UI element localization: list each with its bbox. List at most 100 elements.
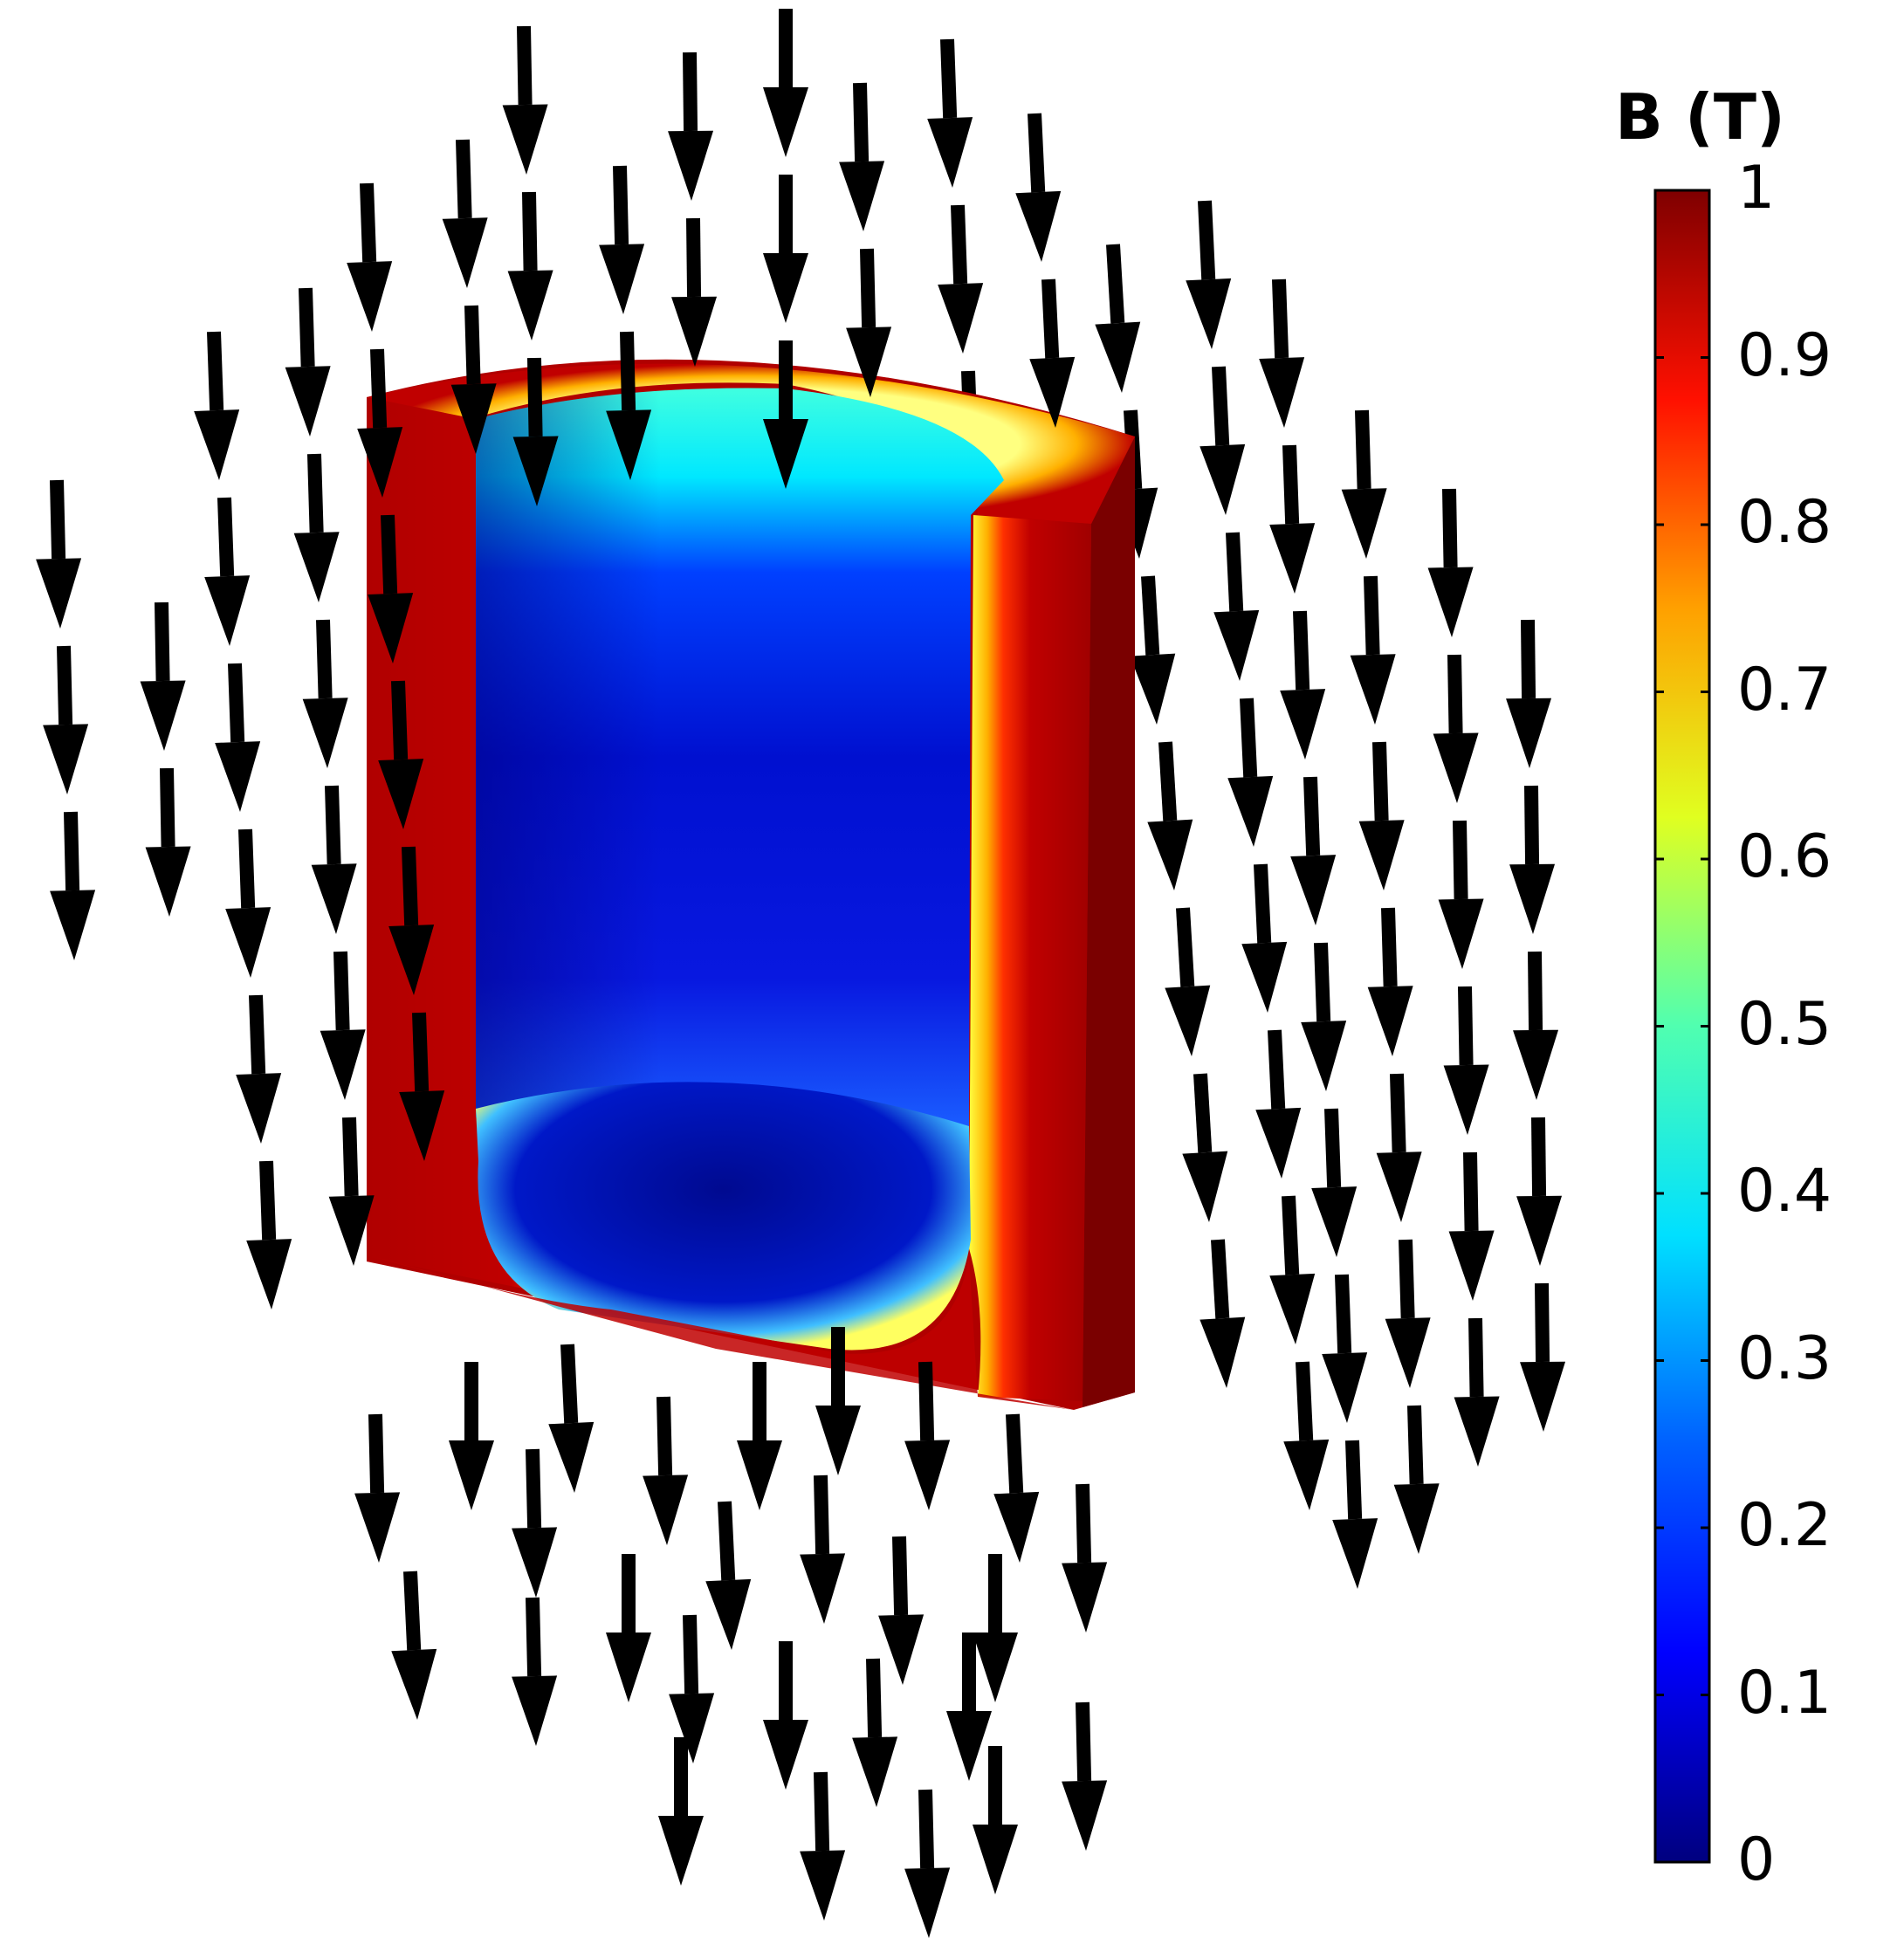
field-arrow: [347, 182, 393, 332]
field-arrow: [1186, 200, 1232, 349]
field-arrow: [328, 1117, 375, 1266]
field-arrow: [215, 663, 261, 812]
field-arrow: [1438, 820, 1484, 969]
field-arrow: [145, 767, 191, 917]
field-arrow: [1509, 785, 1556, 934]
field-arrow: [1443, 986, 1489, 1135]
field-arrow: [1269, 1195, 1316, 1344]
field-arrow: [293, 453, 340, 602]
field-arrow: [1095, 244, 1141, 393]
field-arrow: [1454, 1317, 1500, 1467]
field-arrow: [1199, 366, 1246, 515]
field-arrow: [904, 1789, 951, 1938]
field-arrow: [606, 1554, 651, 1702]
field-arrow: [1255, 1029, 1302, 1179]
field-arrow: [320, 951, 366, 1100]
colorbar-tick-label: 0.2: [1737, 1491, 1832, 1560]
field-arrow: [378, 680, 424, 829]
field-arrow: [1269, 444, 1316, 594]
colorbar-ticks: [1655, 189, 1709, 1864]
field-arrow: [50, 811, 96, 960]
colorbar: [1653, 189, 1711, 1864]
field-arrow: [927, 38, 973, 188]
colorbar-tick-label: 0.5: [1737, 989, 1832, 1059]
colorbar-tick-label: 0.6: [1737, 822, 1832, 891]
field-arrow: [705, 1501, 752, 1650]
field-arrow: [1506, 619, 1552, 768]
field-arrow: [973, 1554, 1018, 1702]
field-arrow: [1199, 1239, 1246, 1388]
field-arrow: [1241, 863, 1288, 1013]
field-arrow: [1520, 1282, 1566, 1432]
field-arrow: [1341, 409, 1387, 559]
colorbar-gradient: [1653, 189, 1711, 1864]
field-arrow: [512, 1597, 558, 1746]
field-arrow: [512, 357, 559, 506]
field-arrow: [236, 994, 282, 1144]
field-arrow: [763, 1641, 808, 1790]
field-arrow: [1283, 1361, 1330, 1510]
colorbar-tick-label: 0.7: [1737, 655, 1832, 725]
field-arrow: [140, 601, 186, 751]
field-arrow: [1290, 776, 1337, 925]
field-arrow: [502, 25, 548, 175]
field-arrow: [1433, 654, 1479, 803]
colorbar-tick-label: 0.3: [1737, 1323, 1832, 1393]
field-arrow: [1062, 1701, 1108, 1851]
field-arrow: [1227, 698, 1274, 847]
field-arrow: [606, 331, 652, 480]
shield-cylinder: [367, 359, 1135, 1411]
field-arrow: [388, 846, 435, 995]
field-arrow: [246, 1160, 292, 1309]
field-arrow: [1213, 532, 1260, 681]
field-arrow: [225, 828, 272, 978]
field-arrow: [1165, 907, 1211, 1056]
field-arrow: [737, 1362, 782, 1510]
field-arrow: [194, 331, 240, 480]
field-arrow: [1280, 610, 1326, 760]
colorbar-tick-label: 1: [1737, 154, 1776, 223]
field-arrow: [204, 497, 251, 646]
field-arrow: [946, 1632, 992, 1781]
field-arrow: [1332, 1440, 1378, 1589]
field-arrow: [643, 1396, 689, 1545]
field-arrow: [1376, 1073, 1422, 1222]
field-arrow: [669, 1614, 715, 1763]
field-arrow: [1516, 1117, 1563, 1266]
field-arrow: [658, 1737, 704, 1886]
field-arrow: [668, 52, 714, 201]
field-arrow: [763, 9, 808, 157]
field-arrows-front: [36, 9, 1566, 1938]
field-arrow: [1322, 1274, 1368, 1423]
field-arrow: [1393, 1405, 1440, 1554]
field-arrow: [302, 619, 348, 768]
field-arrow: [1427, 488, 1474, 637]
field-arrow: [43, 645, 89, 794]
colorbar-tick-label: 0: [1737, 1825, 1776, 1894]
field-arrow: [512, 1448, 558, 1598]
field-arrow: [973, 1746, 1018, 1894]
field-arrow: [1147, 741, 1193, 890]
field-arrow: [1130, 575, 1176, 725]
field-arrow: [1301, 942, 1347, 1091]
field-arrow: [815, 1327, 861, 1475]
field-arrow: [904, 1361, 951, 1510]
field-arrow: [846, 248, 892, 397]
field-arrow: [1062, 1483, 1108, 1632]
colorbar-title: B (T): [1615, 80, 1785, 154]
field-arrow: [1311, 1108, 1358, 1257]
colorbar-tick-label: 0.1: [1737, 1658, 1832, 1728]
field-arrow: [1385, 1239, 1431, 1388]
field-arrow: [993, 1413, 1040, 1563]
field-arrow: [878, 1536, 925, 1685]
field-arrow: [1182, 1073, 1228, 1222]
field-arrow: [357, 348, 403, 498]
field-arrow: [763, 175, 808, 323]
field-arrow: [763, 340, 808, 489]
field-arrow: [599, 165, 645, 314]
field-arrow: [354, 1413, 401, 1563]
field-arrow: [548, 1344, 595, 1493]
colorbar-tick-label: 0.9: [1737, 320, 1832, 390]
field-arrow: [285, 287, 331, 436]
